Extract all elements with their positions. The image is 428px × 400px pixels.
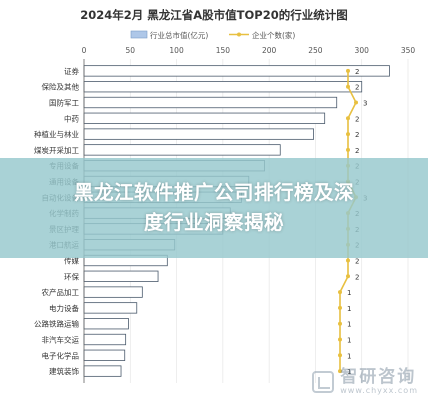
- category-label: 公路铁路运输: [34, 319, 79, 329]
- count-point: [338, 290, 342, 295]
- count-point: [338, 353, 342, 358]
- count-label: 2: [355, 115, 359, 123]
- count-label: 1: [347, 289, 351, 297]
- overlay-banner: 黑龙江软件推广公司排行榜及深 度行业洞察揭秘: [0, 158, 428, 258]
- count-label: 2: [355, 68, 359, 76]
- category-label: 传媒: [64, 256, 79, 266]
- x-tick-label: 100: [169, 46, 184, 55]
- category-label: 国防军工: [49, 98, 79, 108]
- category-label: 环保: [64, 272, 79, 281]
- bar: [83, 128, 314, 140]
- category-label: 种植业与林业: [34, 129, 79, 139]
- count-point: [354, 100, 358, 105]
- count-label: 3: [363, 100, 367, 108]
- banner-line-2: 度行业洞察揭秘: [143, 211, 284, 234]
- chart-title: 2024年2月 黑龙江省A股市值TOP20的行业统计图: [80, 8, 347, 22]
- x-tick-label: 350: [401, 46, 416, 55]
- count-label: 2: [355, 147, 359, 155]
- category-label: 电力设备: [49, 303, 79, 313]
- watermark-name: 智研咨询: [340, 367, 417, 387]
- bar: [83, 144, 281, 156]
- count-label: 1: [347, 321, 351, 329]
- banner-line-1: 黑龙江软件推广公司排行榜及深: [73, 181, 354, 204]
- bar: [83, 349, 126, 361]
- x-axis-ticks: 0 50 100 150 200 250 300 350: [82, 46, 416, 55]
- count-label: 2: [355, 131, 359, 139]
- count-label: 1: [347, 352, 351, 360]
- count-point: [346, 116, 350, 121]
- watermark-logo-icon: [312, 371, 335, 393]
- count-point: [346, 132, 350, 137]
- legend-bar-label: 行业总市值(亿元): [150, 30, 208, 40]
- bar: [83, 65, 390, 77]
- category-label: 保险及其他: [42, 82, 80, 92]
- category-label: 电子化学品: [42, 350, 80, 360]
- count-point: [338, 321, 342, 326]
- x-tick-label: 300: [355, 46, 370, 55]
- x-tick-label: 50: [126, 46, 136, 55]
- count-point: [346, 258, 350, 263]
- count-label: 1: [347, 337, 351, 345]
- bar: [83, 333, 127, 346]
- bar: [83, 302, 138, 314]
- count-point: [346, 84, 350, 89]
- bar: [83, 96, 338, 109]
- category-label: 农产品加工: [42, 287, 80, 297]
- legend: 行业总市值(亿元) 企业个数(家): [130, 30, 295, 40]
- count-point: [338, 369, 342, 374]
- category-label: 煤炭开采加工: [34, 145, 79, 155]
- count-point: [346, 147, 350, 152]
- count-point: [338, 337, 342, 342]
- bar: [83, 112, 326, 124]
- bar: [83, 270, 159, 282]
- count-point: [346, 68, 350, 73]
- count-point: [346, 274, 350, 279]
- bar: [83, 365, 122, 377]
- count-label: 1: [347, 368, 351, 376]
- category-label: 中药: [64, 113, 79, 123]
- count-point: [338, 305, 342, 310]
- category-label: 建筑装饰: [49, 366, 79, 376]
- x-tick-label: 150: [216, 46, 231, 55]
- count-label: 2: [355, 84, 359, 92]
- legend-line-label: 企业个数(家): [252, 30, 295, 40]
- watermark: 智研咨询 www.chyxx.com: [312, 368, 418, 396]
- watermark-url: www.chyxx.com: [340, 386, 418, 395]
- bar: [83, 286, 143, 298]
- legend-bar-swatch: [130, 30, 148, 39]
- bar: [83, 318, 129, 330]
- x-tick-label: 0: [82, 46, 87, 55]
- count-label: 1: [347, 305, 351, 313]
- bar: [83, 81, 363, 93]
- category-label: 非汽车交运: [42, 335, 80, 345]
- x-tick-label: 200: [262, 46, 277, 55]
- count-label: 2: [355, 258, 359, 266]
- legend-line-marker: [237, 32, 241, 37]
- count-label: 2: [355, 273, 359, 281]
- x-tick-label: 250: [308, 46, 323, 55]
- category-label: 证券: [64, 66, 79, 76]
